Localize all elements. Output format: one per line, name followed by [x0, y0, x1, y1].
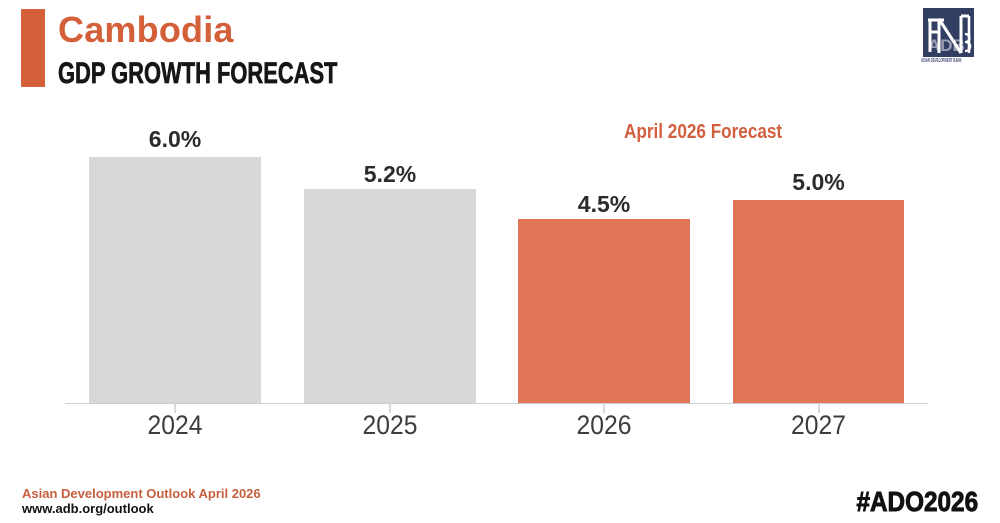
- svg-text:ADB: ADB: [928, 36, 965, 55]
